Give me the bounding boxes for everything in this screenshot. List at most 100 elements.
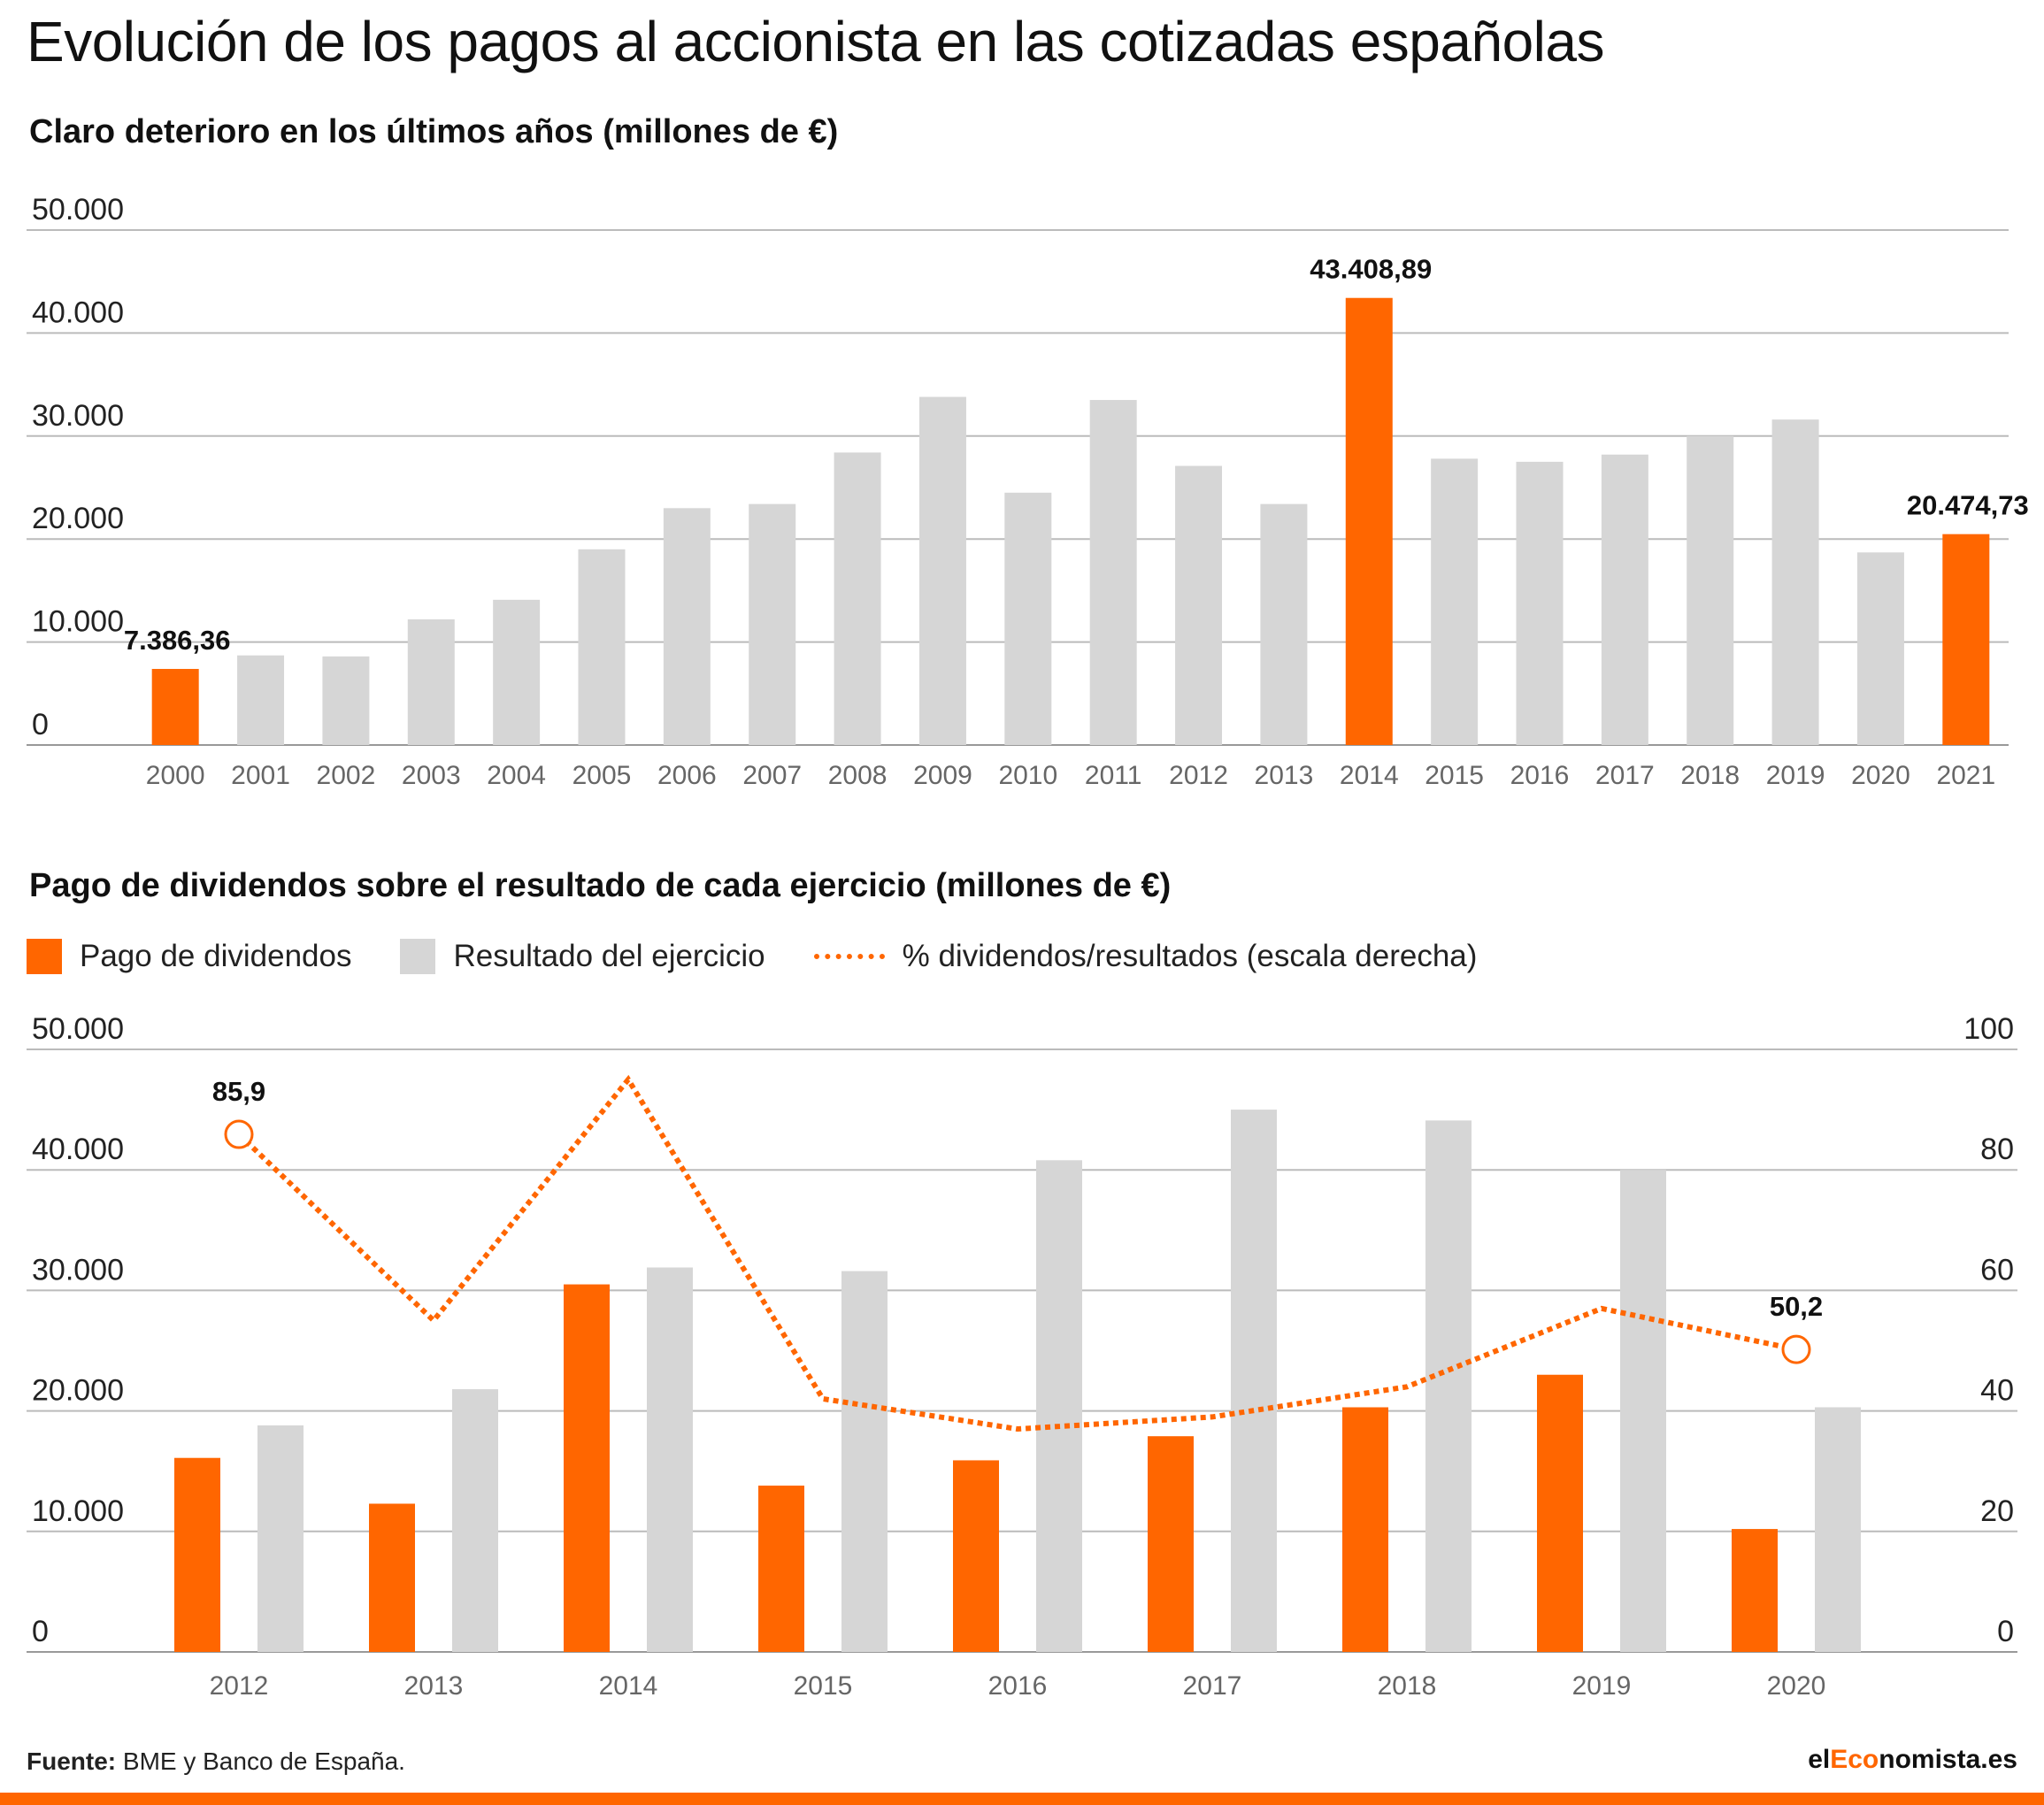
x-tick-label: 2000 <box>146 761 205 790</box>
bar-dividends <box>174 1457 220 1652</box>
x-tick-label: 2001 <box>231 761 290 790</box>
x-tick-label: 2018 <box>1680 761 1740 790</box>
x-tick-label: 2016 <box>1510 761 1570 790</box>
bar <box>407 618 455 745</box>
legend-swatch-results <box>400 939 436 974</box>
bar-results <box>841 1271 888 1652</box>
bar-results <box>1425 1120 1472 1652</box>
x-tick-label: 2015 <box>794 1671 853 1701</box>
bar-dividends <box>1537 1374 1583 1652</box>
bar <box>1856 552 1904 745</box>
x-tick-label: 2005 <box>572 761 632 790</box>
bar <box>1431 458 1479 745</box>
bar-results <box>647 1267 693 1652</box>
ratio-data-label: 85,9 <box>212 1076 265 1107</box>
bar <box>151 669 199 745</box>
logo-prefix: el <box>1808 1745 1831 1774</box>
legend-item-dividends: Pago de dividendos <box>27 939 351 974</box>
source-label: Fuente: <box>27 1747 117 1775</box>
x-tick-label: 2015 <box>1425 761 1484 790</box>
bar <box>1601 454 1648 745</box>
ratio-marker <box>224 1119 254 1149</box>
bar <box>578 549 626 745</box>
bar-results <box>1231 1110 1277 1652</box>
y-tick-label: 20.000 <box>32 1374 124 1408</box>
bottom-accent-bar <box>0 1793 2044 1805</box>
x-tick-label: 2014 <box>1340 761 1399 790</box>
legend-label-results: Resultado del ejercicio <box>453 939 765 973</box>
y-tick-label: 0 <box>32 708 49 741</box>
chart2-title: Pago de dividendos sobre el resultado de… <box>29 867 1172 904</box>
ratio-data-label: 50,2 <box>1770 1291 1823 1322</box>
y-tick-label: 0 <box>32 1615 49 1648</box>
x-tick-label: 2004 <box>487 761 546 790</box>
bar <box>1175 465 1223 745</box>
y-tick-label: 30.000 <box>32 1253 124 1287</box>
bar <box>1345 297 1393 745</box>
bar <box>1942 534 1990 745</box>
logo-accent: Eco <box>1830 1745 1879 1774</box>
legend-label-dividends: Pago de dividendos <box>80 939 352 973</box>
bar-dividends <box>1342 1407 1388 1652</box>
chart2-plot: 0 10.000 20.000 30.000 40.000 50.000 0 20 40 60 80… <box>27 1012 2017 1701</box>
bar <box>663 508 711 745</box>
bar <box>493 599 541 745</box>
x-tick-label: 2019 <box>1766 761 1825 790</box>
x-tick-label: 2014 <box>599 1671 658 1701</box>
x-tick-label: 2012 <box>1169 761 1228 790</box>
x-tick-label: 2007 <box>742 761 802 790</box>
data-label: 20.474,73 <box>1907 490 2029 521</box>
y-tick-label: 50.000 <box>32 193 124 227</box>
bar-dividends <box>1732 1529 1778 1652</box>
x-tick-label: 2011 <box>1085 761 1142 790</box>
y2-tick-label: 0 <box>1997 1615 2014 1648</box>
y-tick-label: 30.000 <box>32 399 124 433</box>
y2-tick-label: 60 <box>1980 1253 2014 1287</box>
bar <box>1687 435 1734 745</box>
x-tick-label: 2021 <box>1936 761 1995 790</box>
brand-logo: elEconomista.es <box>1808 1745 2017 1775</box>
x-tick-label: 2016 <box>988 1671 1048 1701</box>
x-tick-label: 2006 <box>657 761 717 790</box>
bar <box>749 503 796 745</box>
y2-tick-label: 100 <box>1963 1012 2014 1046</box>
y-tick-label: 40.000 <box>32 296 124 329</box>
bar-dividends <box>758 1486 804 1652</box>
y2-tick-label: 80 <box>1980 1133 2014 1166</box>
page-title: Evolución de los pagos al accionista en … <box>27 10 1604 73</box>
legend-item-results: Resultado del ejercicio <box>400 939 765 974</box>
x-tick-label: 2018 <box>1378 1671 1437 1701</box>
bar-dividends <box>369 1503 415 1652</box>
x-tick-label: 2012 <box>210 1671 269 1701</box>
x-tick-label: 2008 <box>828 761 888 790</box>
x-tick-label: 2017 <box>1595 761 1655 790</box>
x-tick-label: 2019 <box>1572 1671 1632 1701</box>
bar <box>834 452 881 745</box>
bar-results <box>452 1389 498 1652</box>
x-tick-label: 2002 <box>317 761 376 790</box>
x-tick-label: 2013 <box>404 1671 464 1701</box>
y2-tick-label: 20 <box>1980 1494 2014 1528</box>
ratio-line <box>236 1074 1797 1432</box>
bar <box>1089 400 1137 745</box>
bar <box>1771 419 1819 745</box>
x-tick-label: 2013 <box>1255 761 1314 790</box>
bar-dividends <box>564 1284 610 1652</box>
x-tick-label: 2017 <box>1183 1671 1242 1701</box>
bar <box>1004 492 1052 745</box>
x-tick-label: 2020 <box>1767 1671 1826 1701</box>
source-note: Fuente: BME y Banco de España. <box>27 1747 405 1776</box>
bar <box>918 396 966 745</box>
legend-item-ratio: % dividendos/resultados (escala derecha) <box>813 939 1477 974</box>
chart1-title: Claro deterioro en los últimos años (mil… <box>29 113 839 150</box>
source-text: BME y Banco de España. <box>116 1747 405 1775</box>
x-tick-label: 2020 <box>1851 761 1910 790</box>
data-label: 7.386,36 <box>124 625 231 656</box>
y2-tick-label: 40 <box>1980 1374 2014 1408</box>
bar-results <box>257 1425 304 1652</box>
chart1-plot: 0 10.000 20.000 30.000 40.000 50.000 2000 7.386… <box>27 193 2029 790</box>
y-tick-label: 50.000 <box>32 1012 124 1046</box>
logo-suffix: nomista.es <box>1879 1745 2017 1774</box>
bar-results <box>1620 1170 1666 1652</box>
chart2-legend: Pago de dividendos Resultado del ejercic… <box>27 936 1525 977</box>
